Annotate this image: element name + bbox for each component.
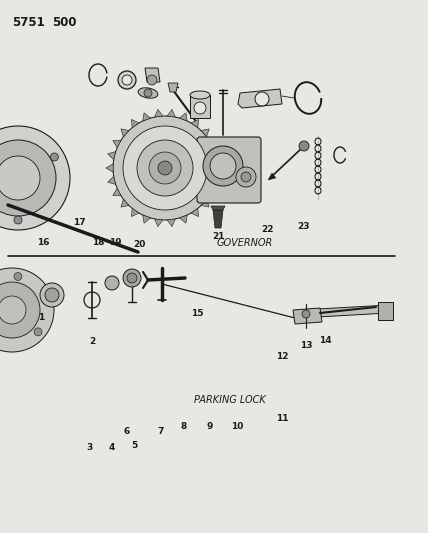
Polygon shape	[145, 68, 160, 82]
Polygon shape	[268, 173, 276, 180]
Circle shape	[127, 273, 137, 283]
Polygon shape	[106, 164, 113, 172]
Circle shape	[203, 146, 243, 186]
Circle shape	[113, 116, 217, 220]
Circle shape	[118, 71, 136, 89]
Polygon shape	[213, 210, 223, 228]
Text: 13: 13	[300, 341, 312, 350]
Polygon shape	[108, 176, 116, 184]
Polygon shape	[121, 129, 129, 137]
Text: 19: 19	[109, 238, 122, 247]
Text: 4: 4	[108, 443, 114, 452]
Polygon shape	[201, 199, 209, 207]
Text: 11: 11	[276, 414, 289, 423]
Text: 21: 21	[212, 232, 225, 240]
Polygon shape	[318, 305, 388, 317]
Text: 1: 1	[38, 313, 44, 321]
Text: 14: 14	[319, 336, 332, 344]
Text: 23: 23	[297, 222, 309, 231]
Circle shape	[122, 75, 132, 85]
Polygon shape	[211, 206, 225, 210]
Polygon shape	[179, 113, 187, 121]
Ellipse shape	[190, 91, 210, 99]
Text: 17: 17	[73, 219, 86, 227]
Circle shape	[40, 283, 64, 307]
Polygon shape	[238, 89, 282, 108]
Text: 16: 16	[36, 238, 49, 247]
Polygon shape	[143, 215, 151, 223]
Polygon shape	[214, 151, 222, 159]
Text: 7: 7	[158, 427, 163, 436]
Circle shape	[241, 172, 251, 182]
Circle shape	[123, 126, 207, 210]
Circle shape	[255, 92, 269, 106]
Polygon shape	[113, 140, 121, 148]
Circle shape	[34, 328, 42, 336]
Polygon shape	[214, 176, 222, 184]
Polygon shape	[191, 208, 199, 216]
Polygon shape	[167, 219, 175, 227]
Text: 5: 5	[132, 441, 138, 449]
Polygon shape	[179, 215, 187, 223]
Polygon shape	[131, 119, 139, 128]
Polygon shape	[378, 302, 393, 320]
Polygon shape	[155, 109, 163, 117]
FancyBboxPatch shape	[197, 137, 261, 203]
Circle shape	[0, 268, 54, 352]
Text: 2: 2	[89, 337, 95, 345]
Circle shape	[0, 156, 40, 200]
Text: 5751: 5751	[12, 16, 45, 29]
Polygon shape	[191, 119, 199, 128]
Circle shape	[14, 272, 22, 280]
Circle shape	[210, 153, 236, 179]
Text: PARKING LOCK: PARKING LOCK	[194, 395, 266, 405]
Circle shape	[137, 140, 193, 196]
Circle shape	[45, 288, 59, 302]
Circle shape	[105, 276, 119, 290]
Circle shape	[0, 140, 56, 216]
Polygon shape	[209, 140, 217, 148]
Circle shape	[123, 269, 141, 287]
Circle shape	[147, 75, 157, 85]
Circle shape	[158, 161, 172, 175]
Polygon shape	[293, 308, 322, 324]
Polygon shape	[108, 151, 116, 159]
Circle shape	[302, 310, 310, 318]
Polygon shape	[155, 219, 163, 227]
Text: 15: 15	[190, 309, 203, 318]
Text: GOVERNOR: GOVERNOR	[217, 238, 273, 248]
Polygon shape	[113, 188, 121, 196]
Text: 9: 9	[207, 422, 213, 431]
Polygon shape	[121, 199, 129, 207]
Circle shape	[0, 282, 40, 338]
Text: 6: 6	[123, 427, 129, 436]
Circle shape	[14, 216, 22, 224]
Text: 10: 10	[232, 422, 244, 431]
Text: 18: 18	[92, 238, 105, 247]
Polygon shape	[217, 164, 224, 172]
Circle shape	[144, 89, 152, 97]
Circle shape	[0, 296, 26, 324]
Text: 3: 3	[87, 443, 93, 452]
Text: 20: 20	[133, 240, 145, 248]
Circle shape	[299, 141, 309, 151]
Polygon shape	[201, 129, 209, 137]
Polygon shape	[190, 95, 210, 118]
Polygon shape	[209, 188, 217, 196]
Circle shape	[0, 126, 70, 230]
Polygon shape	[167, 109, 175, 117]
Ellipse shape	[138, 88, 158, 98]
Text: 12: 12	[276, 352, 289, 360]
Polygon shape	[131, 208, 139, 216]
Circle shape	[149, 152, 181, 184]
Circle shape	[236, 167, 256, 187]
Circle shape	[51, 153, 58, 161]
Text: 22: 22	[261, 225, 274, 233]
Text: 500: 500	[52, 16, 77, 29]
Text: 8: 8	[181, 422, 187, 431]
Polygon shape	[168, 83, 178, 92]
Polygon shape	[143, 113, 151, 121]
Circle shape	[194, 102, 206, 114]
